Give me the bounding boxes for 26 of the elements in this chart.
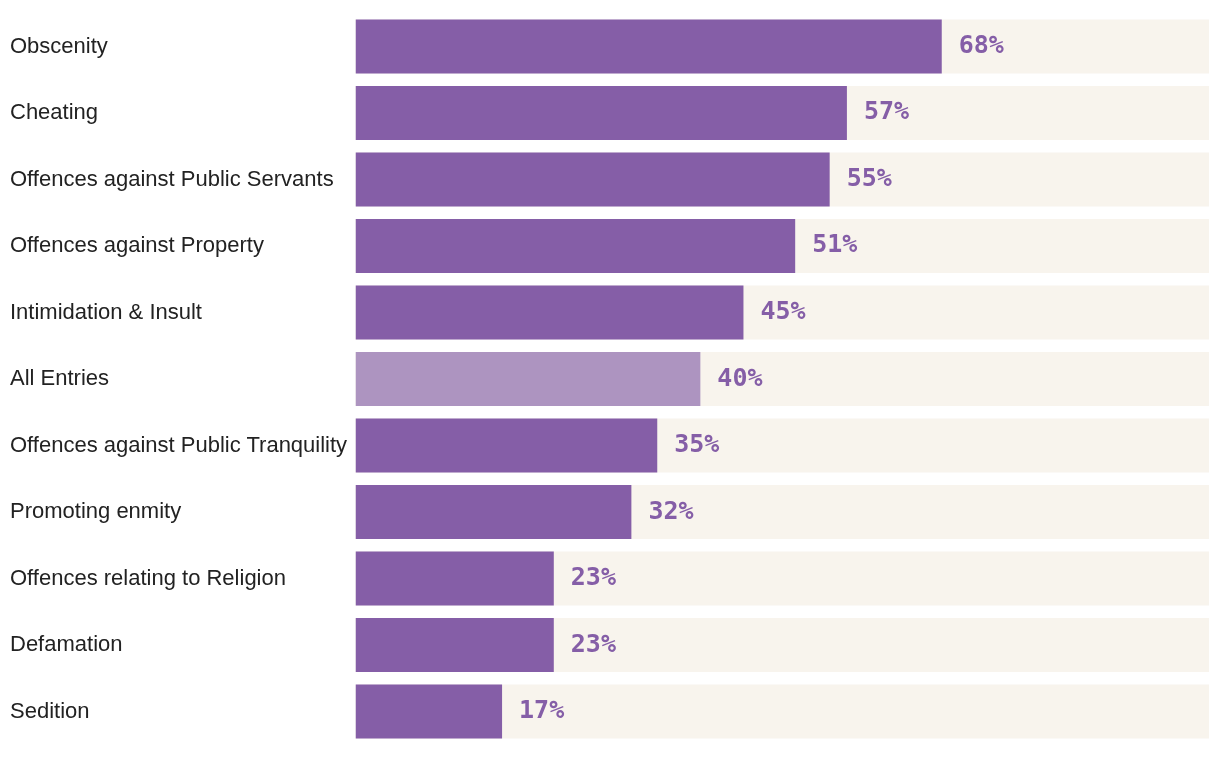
data-label: 23%: [570, 628, 616, 658]
data-label: 55%: [846, 162, 892, 192]
data-label: 40%: [717, 362, 763, 392]
data-label: 23%: [570, 562, 616, 592]
data-label: 45%: [760, 295, 806, 325]
data-label: 57%: [863, 96, 910, 126]
bar: [355, 684, 503, 739]
bar: [355, 551, 554, 606]
y-tick-label: All Entries: [10, 365, 110, 391]
y-tick-label: Intimidation & Insult: [10, 298, 202, 324]
data-label: 35%: [674, 429, 720, 459]
data-label: 32%: [648, 495, 694, 525]
y-tick-label: Obscenity: [10, 32, 108, 58]
y-tick-label: Cheating: [10, 99, 99, 125]
data-label: 68%: [958, 29, 1004, 59]
data-label: 51%: [812, 229, 858, 259]
y-tick-label: Offences against Property: [10, 232, 264, 258]
y-tick-label: Defamation: [10, 631, 123, 657]
y-tick-label: Offences against Public Tranquility: [10, 431, 348, 457]
y-tick-label: Offences against Public Servants: [10, 165, 334, 191]
y-tick-label: Promoting enmity: [10, 498, 182, 524]
bar: [355, 618, 554, 672]
data-label: 17%: [519, 695, 565, 725]
y-tick-label: Sedition: [10, 697, 90, 723]
bar: [355, 485, 632, 539]
y-tick-label: Offences relating to Religion: [10, 564, 286, 590]
